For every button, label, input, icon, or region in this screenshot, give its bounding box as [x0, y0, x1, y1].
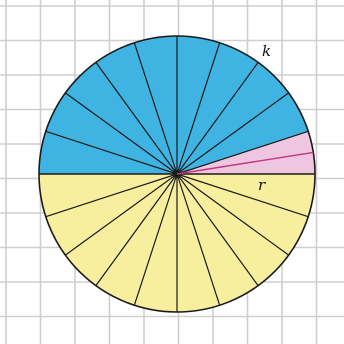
sector-spoke — [176, 62, 259, 175]
sector-spoke — [65, 92, 178, 175]
circle-outline — [38, 35, 316, 313]
sector-spoke — [95, 173, 178, 286]
sector-spoke — [133, 42, 178, 175]
sector-spoke — [95, 62, 178, 175]
sector-spoke — [176, 42, 221, 175]
sector-spoke — [176, 173, 309, 218]
highlighted-sector-edge — [176, 130, 309, 175]
sector-spoke — [176, 173, 289, 256]
circle-label-k: k — [262, 42, 271, 60]
sector-spoke — [176, 92, 289, 175]
highlight-line — [176, 151, 314, 175]
sector-spoke — [45, 173, 178, 218]
sector-spoke — [176, 173, 221, 306]
radial-spokes — [45, 36, 309, 312]
sector-spoke — [176, 173, 259, 286]
sector-spoke — [133, 173, 178, 306]
radius-label-r: r — [258, 176, 266, 194]
sector-spoke — [65, 173, 178, 256]
sector-spoke — [45, 130, 178, 175]
